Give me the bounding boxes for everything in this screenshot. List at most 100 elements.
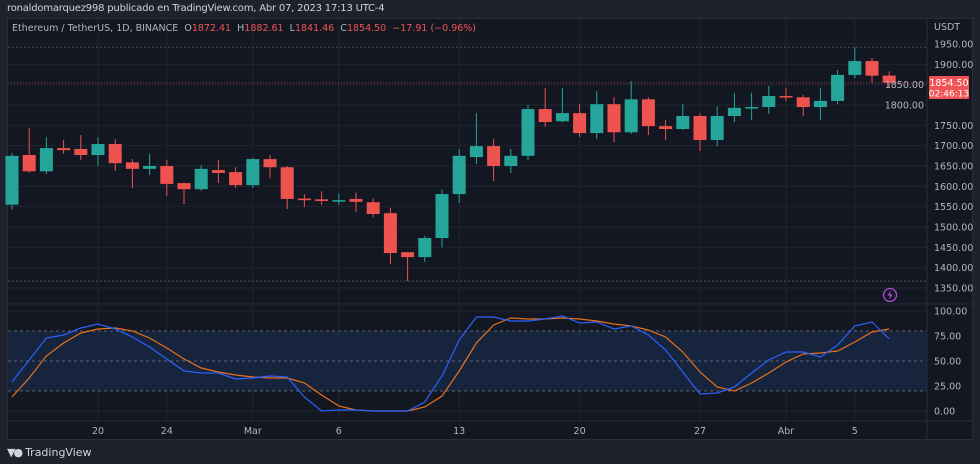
price-axis[interactable]: USDT 1950.00 1900.00 1850.00 1800.00 1750.00… <box>885 22 974 295</box>
stoch-axis: 100.00 75.00 50.00 25.00 0.00 <box>934 307 967 418</box>
candle <box>779 87 793 101</box>
candle <box>91 137 105 167</box>
candle <box>555 87 569 123</box>
price-axis-label: 1900.00 <box>934 60 973 71</box>
candle-body <box>590 104 604 134</box>
candle <box>229 167 243 188</box>
candle-body <box>194 168 208 190</box>
footer-brand[interactable]: ▼● TradingView <box>7 446 92 459</box>
candle-body <box>383 213 397 254</box>
candle-body <box>366 202 380 215</box>
candle <box>745 92 759 121</box>
candle <box>762 85 776 114</box>
price-axis-label: 1700.00 <box>934 141 973 152</box>
candle <box>676 104 690 130</box>
candle <box>194 165 208 191</box>
price-axis-label: 1850.00 <box>885 80 924 91</box>
currency-label: USDT <box>934 22 960 33</box>
candle <box>143 153 157 175</box>
candle <box>246 157 260 188</box>
current-price-tag: 1854.50 02:46:13 <box>929 76 969 100</box>
candle-body <box>882 75 896 83</box>
close-value: 1854.50 <box>346 23 387 34</box>
low-value: 1841.46 <box>294 23 335 34</box>
stoch-axis-label: 0.00 <box>934 407 955 418</box>
candle-body <box>487 146 501 167</box>
candle <box>573 104 587 138</box>
candle-body <box>865 61 879 76</box>
candle <box>435 189 449 248</box>
candle <box>74 135 88 160</box>
price-axis-label: 1400.00 <box>934 263 973 274</box>
candle-body <box>693 115 707 140</box>
candle <box>263 155 277 179</box>
open-value: 1872.41 <box>191 23 232 34</box>
high-label: H <box>237 23 245 34</box>
candle-body <box>297 198 311 201</box>
high-value: 1882.61 <box>244 23 284 34</box>
candle-body <box>125 162 139 169</box>
candle <box>710 106 724 147</box>
candle <box>590 91 604 140</box>
change-value: −17.91 (−0.96%) <box>392 23 477 34</box>
current-price: 1854.50 <box>929 78 968 89</box>
stoch-axis-label: 50.00 <box>934 357 961 368</box>
candle-body <box>521 109 535 156</box>
candle <box>607 97 621 143</box>
stoch-band-fill <box>8 331 927 391</box>
candle <box>813 87 827 121</box>
price-axis-label: 1950.00 <box>934 40 973 51</box>
candle-body <box>143 166 157 169</box>
candle-body <box>538 109 552 123</box>
lightning-icon[interactable] <box>882 287 898 303</box>
price-axis-label: 1550.00 <box>934 202 973 213</box>
candle <box>641 97 655 136</box>
time-axis-label: 20 <box>574 426 586 437</box>
symbol-legend[interactable]: Ethereum / TetherUS, 1D, BINANCE O1872.4… <box>12 23 476 34</box>
candle <box>469 113 483 164</box>
brand-name: TradingView <box>25 446 92 459</box>
candle-body <box>796 97 810 108</box>
price-axis-label: 1600.00 <box>934 182 973 193</box>
open-label: O <box>184 23 192 34</box>
candle <box>848 47 862 79</box>
time-axis-label: Mar <box>244 426 262 437</box>
candle-body <box>263 159 277 168</box>
candle-body <box>401 252 415 258</box>
candle <box>452 148 466 204</box>
candle-body <box>452 155 466 195</box>
candle <box>538 87 552 127</box>
price-axis-label: 1350.00 <box>934 284 973 295</box>
candle <box>57 139 71 154</box>
candle-body <box>659 126 673 130</box>
candle <box>693 113 707 151</box>
price-axis-label: 1750.00 <box>934 121 973 132</box>
candle <box>659 120 673 140</box>
candle <box>349 192 363 212</box>
stochastic-lines <box>11 315 890 412</box>
candle <box>332 193 346 206</box>
candle <box>280 166 294 210</box>
candle-body <box>91 144 105 156</box>
candle-body <box>229 172 243 186</box>
candle <box>882 71 896 89</box>
candle <box>22 128 36 173</box>
candles <box>5 47 896 282</box>
time-axis-label: 5 <box>852 426 858 437</box>
candle-body <box>504 155 518 167</box>
time-axis-label: Abr <box>778 426 795 437</box>
time-axis-label: 27 <box>694 426 706 437</box>
stoch-axis-label: 100.00 <box>934 307 967 318</box>
time-axis-label: 6 <box>336 426 342 437</box>
candle-body <box>160 166 174 184</box>
stoch-d-line <box>11 317 890 412</box>
candle-body <box>246 159 260 186</box>
candle-body <box>607 104 621 133</box>
publication-info: ronaldomarquez998 publicado en TradingVi… <box>7 3 385 14</box>
stoch-axis-label: 25.00 <box>934 382 961 393</box>
price-axis-label: 1450.00 <box>934 243 973 254</box>
candle <box>39 137 53 175</box>
candle-body <box>108 144 122 164</box>
time-axis-label: 13 <box>453 426 465 437</box>
